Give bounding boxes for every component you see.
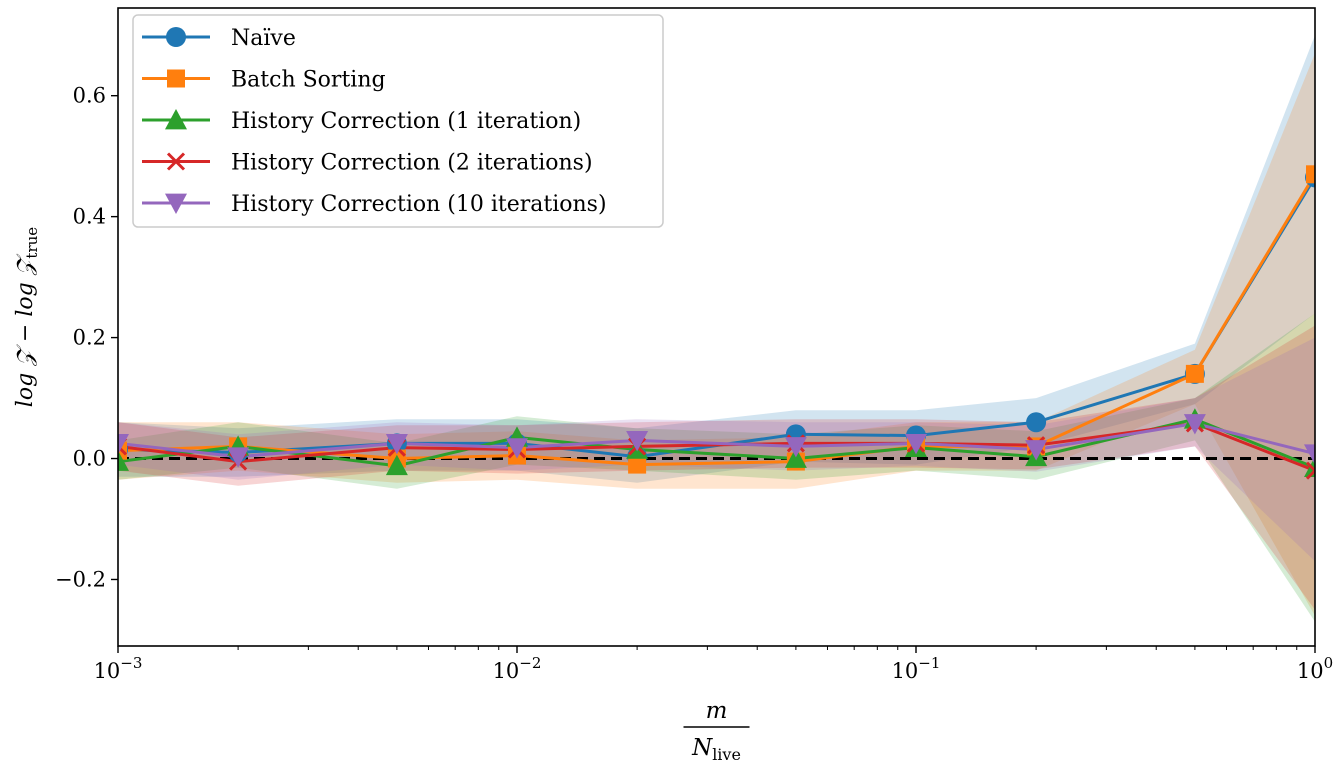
y-tick-label-4: 0.6 [73,84,106,108]
y-tick-label-2: 0.2 [73,326,106,350]
x-tick-label-2: 10−1 [892,654,941,683]
legend-marker-2 [165,109,187,130]
legend-label-0: Naïve [231,26,296,51]
x-axis-label-denominator: Nlive [691,735,741,764]
point-series-1-4 [628,455,647,474]
legend-marker-4 [165,193,187,214]
point-series-3-9 [1305,461,1315,480]
legend-label-3: History Correction (2 iterations) [231,151,593,176]
point-series-4-1 [227,447,250,468]
y-tick-label-3: 0.4 [73,205,106,229]
x-tick-label-3: 100 [1297,654,1333,683]
point-series-4-7 [1025,440,1048,461]
point-series-4-8 [1183,414,1206,435]
point-series-4-4 [626,431,649,452]
point-series-2-2 [385,454,408,476]
x-axis-label-numerator: m [706,698,728,724]
series-markers [118,165,1315,480]
legend-label-2: History Correction (1 iteration) [231,109,581,134]
legend-label-4: History Correction (10 iterations) [231,192,607,217]
line-series-1 [118,173,1315,467]
point-series-1-9 [1306,165,1315,184]
band-series-1 [118,53,1315,616]
x-tick-label-0: 10−3 [94,654,143,683]
plot-frame [117,7,1316,647]
band-series-3 [118,325,1315,610]
point-series-4-3 [506,438,528,459]
point-series-4-6 [905,434,927,455]
band-series-4 [118,337,1315,562]
point-series-0-7 [1026,412,1047,433]
band-series-2 [118,313,1315,622]
y-tick-label-0: −0.2 [55,567,106,591]
line-series-4 [118,421,1315,459]
point-series-1-8 [1185,364,1204,383]
point-series-4-2 [385,434,408,455]
axes: −0.2 0.0 0.2 0.4 0.6 10−3 10−2 10−1 100 m Nlive log… [13,7,1333,764]
legend: Naïve Batch Sorting History Correction (1 … [132,14,664,228]
point-series-2-5 [784,447,807,468]
y-tick-label-1: 0.0 [73,447,106,471]
legend-box [132,14,664,228]
point-series-4-5 [784,437,807,458]
legend-label-1: Batch Sorting [231,68,386,93]
legend-marker-1 [167,69,185,88]
legend-marker-3 [166,152,186,171]
y-axis-label: log 𝒵 − log 𝒵true [13,227,41,407]
legend-marker-0 [166,27,186,47]
series-lines [118,173,1315,472]
point-series-4-0 [118,434,129,455]
point-series-4-9 [1304,444,1315,465]
point-series-2-0 [118,450,129,471]
x-tick-label-1: 10−2 [493,654,542,683]
